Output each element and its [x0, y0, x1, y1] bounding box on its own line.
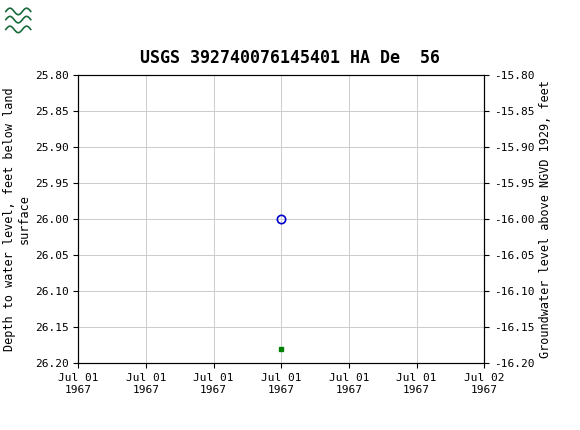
Y-axis label: Groundwater level above NGVD 1929, feet: Groundwater level above NGVD 1929, feet: [539, 80, 552, 358]
Text: USGS 392740076145401 HA De  56: USGS 392740076145401 HA De 56: [140, 49, 440, 67]
Bar: [5, 3, 32, 37]
Y-axis label: Depth to water level, feet below land
surface: Depth to water level, feet below land su…: [3, 87, 31, 351]
Legend: Period of approved data: Period of approved data: [178, 427, 385, 430]
Text: USGS: USGS: [36, 11, 96, 30]
